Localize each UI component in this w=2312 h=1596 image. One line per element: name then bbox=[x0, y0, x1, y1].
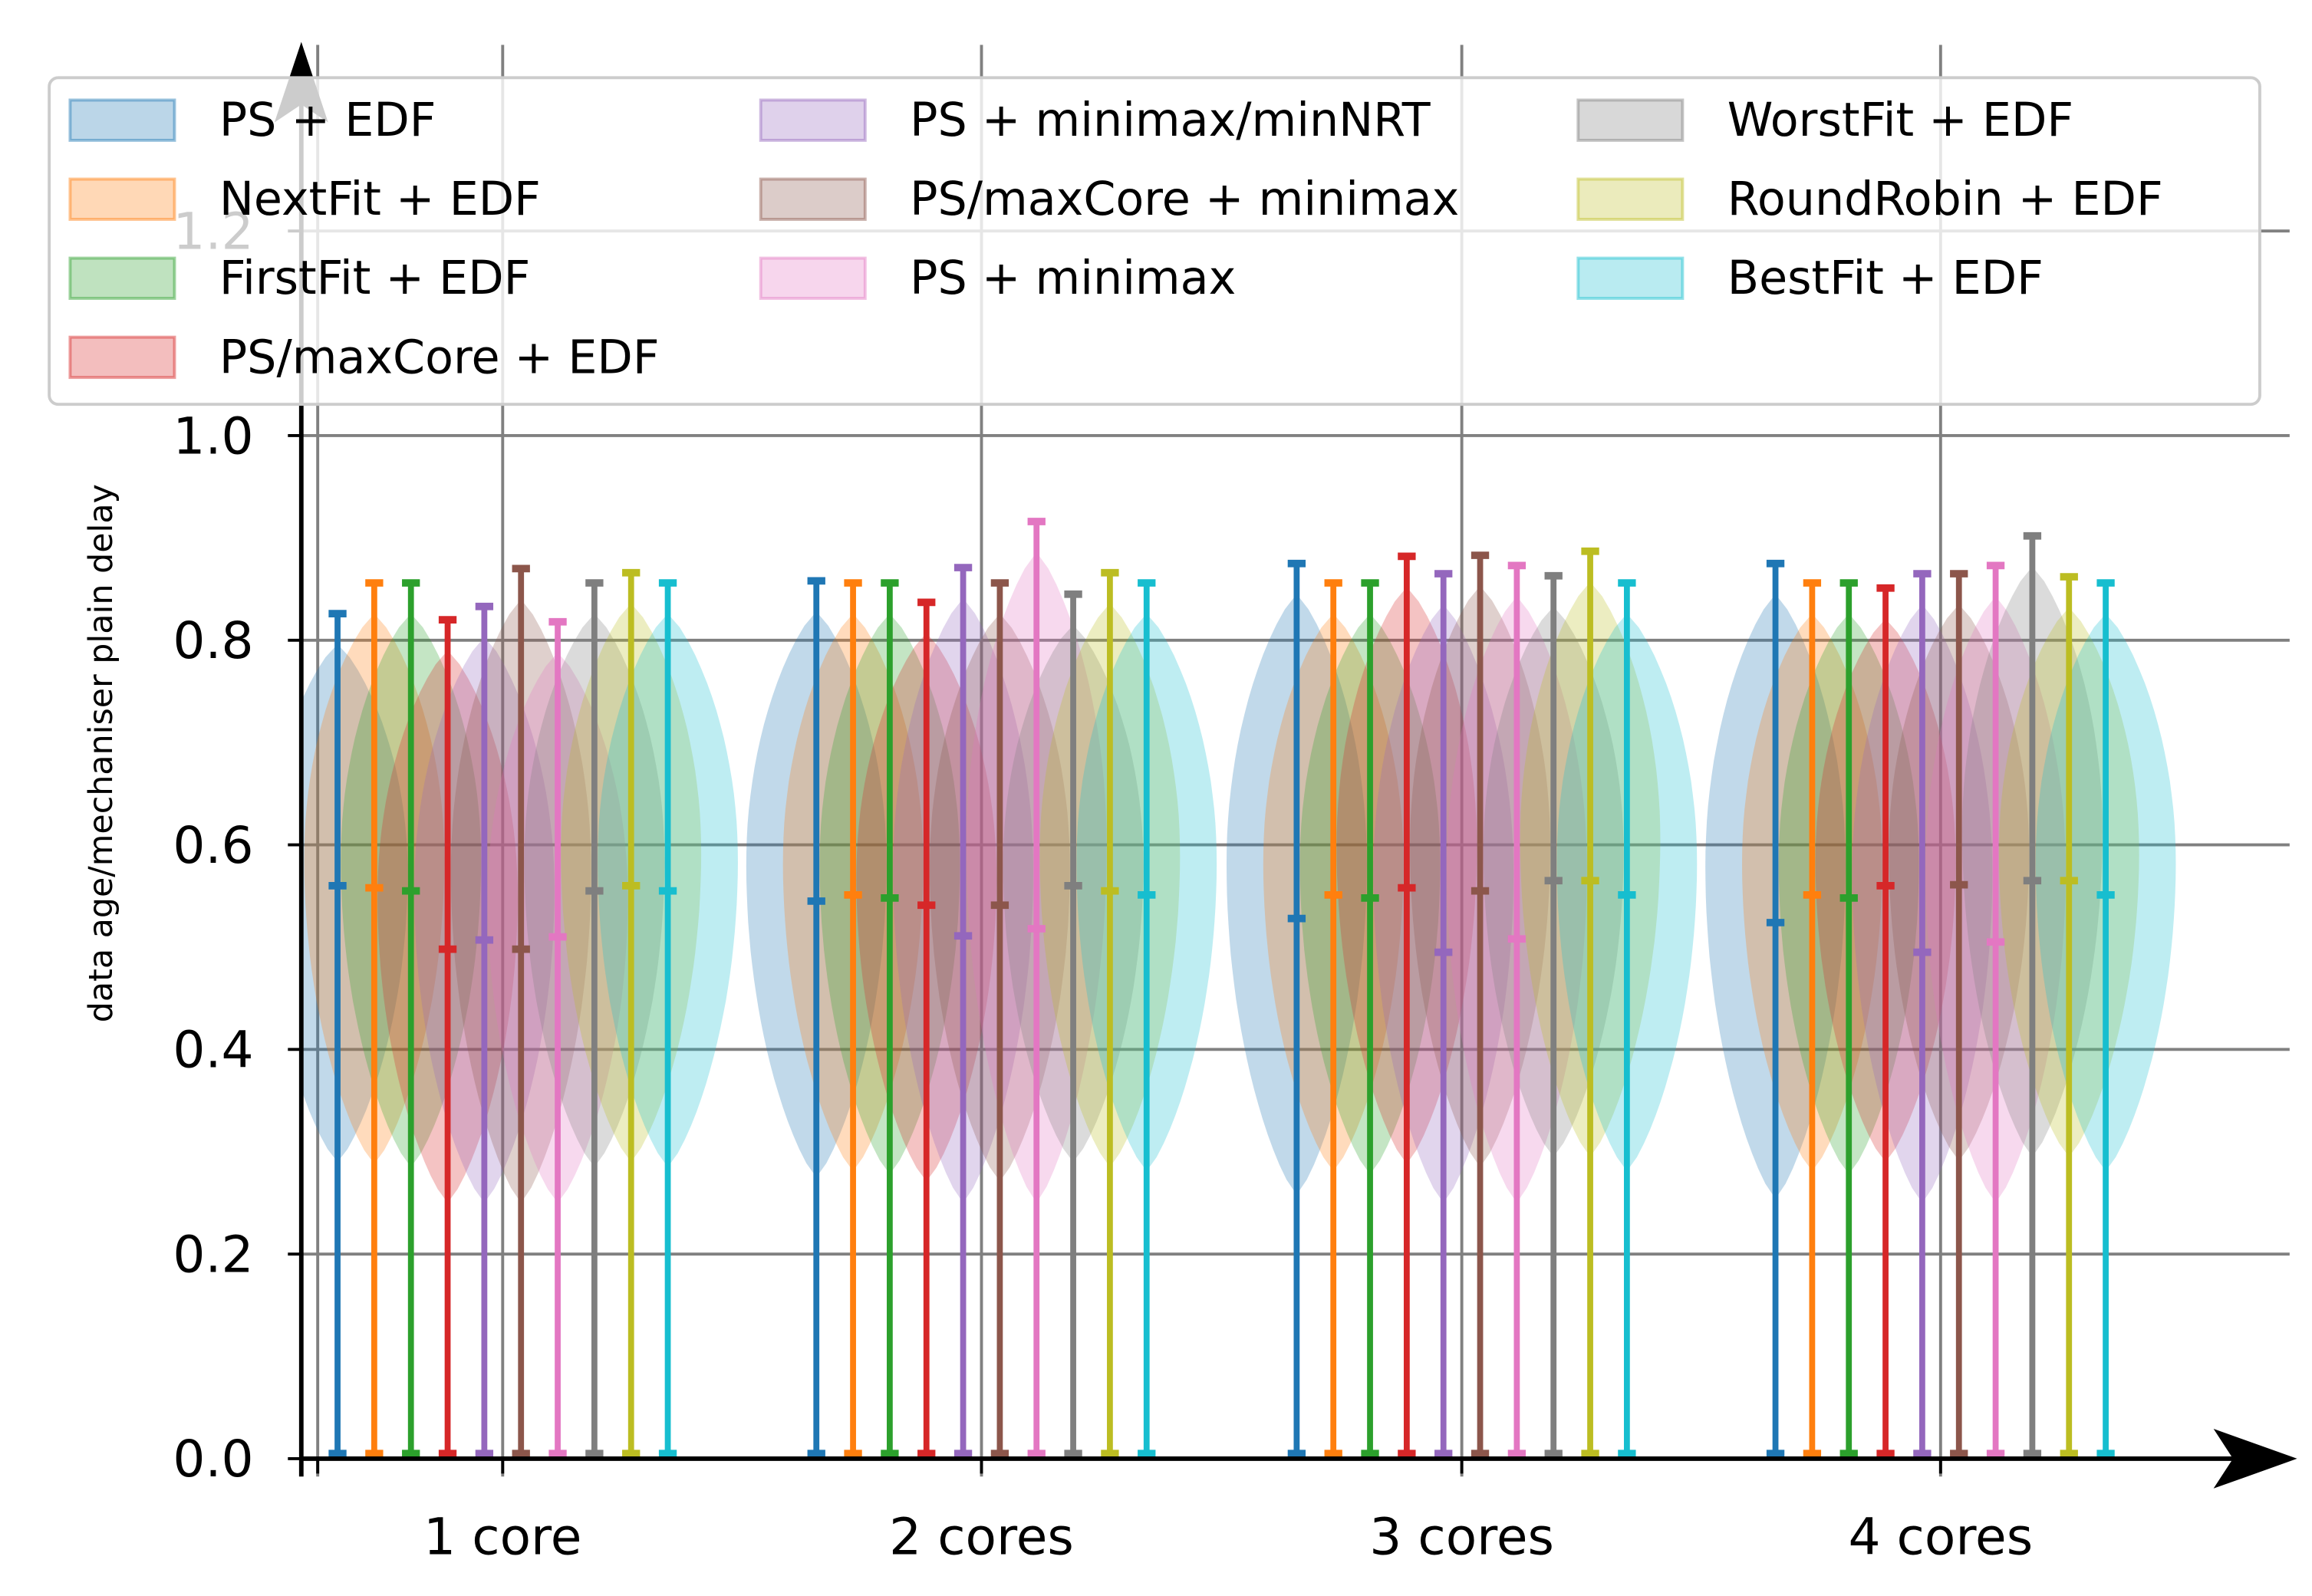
legend-frame bbox=[48, 76, 2261, 406]
legend-label: PS + minimax bbox=[910, 252, 1236, 305]
legend-label: FirstFit + EDF bbox=[219, 252, 530, 305]
legend-item: PS + minimax bbox=[759, 252, 1236, 305]
legend-item: BestFit + EDF bbox=[1576, 252, 2044, 305]
legend-item: NextFit + EDF bbox=[68, 173, 541, 226]
legend-swatch bbox=[759, 177, 867, 221]
legend-label: PS/maxCore + EDF bbox=[219, 331, 660, 384]
legend-swatch bbox=[68, 98, 176, 142]
legend-item: PS/maxCore + minimax bbox=[759, 173, 1459, 226]
legend-label: PS + minimax/minNRT bbox=[910, 94, 1431, 147]
y-axis-label: data age/mechaniser plain delay bbox=[82, 484, 120, 1022]
legend: PS + EDF NextFit + EDF FirstFit + EDF PS/ma… bbox=[48, 76, 2261, 406]
x-tick-label: 3 cores bbox=[1369, 1507, 1554, 1566]
legend-label: PS + EDF bbox=[219, 94, 436, 147]
y-tick-label: 0.8 bbox=[173, 611, 253, 670]
x-axis-arrowhead bbox=[2213, 1429, 2297, 1489]
legend-swatch bbox=[1576, 256, 1685, 301]
legend-item: WorstFit + EDF bbox=[1576, 94, 2073, 147]
violins bbox=[301, 552, 2176, 1203]
legend-label: NextFit + EDF bbox=[219, 173, 541, 226]
legend-swatch bbox=[1576, 177, 1685, 221]
legend-swatch bbox=[759, 98, 867, 142]
legend-item: PS + minimax/minNRT bbox=[759, 94, 1431, 147]
legend-label: WorstFit + EDF bbox=[1727, 94, 2073, 147]
legend-label: BestFit + EDF bbox=[1727, 252, 2044, 305]
legend-swatch bbox=[1576, 98, 1685, 142]
legend-swatch bbox=[759, 256, 867, 301]
legend-swatch bbox=[68, 177, 176, 221]
x-tick-label: 1 core bbox=[423, 1507, 581, 1566]
legend-item: FirstFit + EDF bbox=[68, 252, 530, 305]
legend-item: PS/maxCore + EDF bbox=[68, 331, 660, 384]
x-tick-label: 2 cores bbox=[889, 1507, 1074, 1566]
legend-item: PS + EDF bbox=[68, 94, 436, 147]
y-tick-label: 0.2 bbox=[173, 1225, 253, 1284]
violin-markers bbox=[328, 518, 2115, 1458]
y-tick-label: 0.6 bbox=[173, 816, 253, 875]
y-tick-label: 0.4 bbox=[173, 1021, 253, 1080]
legend-item: RoundRobin + EDF bbox=[1576, 173, 2163, 226]
violin-body bbox=[301, 644, 408, 1163]
legend-swatch bbox=[68, 335, 176, 380]
legend-swatch bbox=[68, 256, 176, 301]
legend-label: RoundRobin + EDF bbox=[1727, 173, 2163, 226]
legend-label: PS/maxCore + minimax bbox=[910, 173, 1459, 226]
x-tick-label: 4 cores bbox=[1848, 1507, 2033, 1566]
y-tick-label: 0.0 bbox=[173, 1430, 253, 1489]
y-tick-label: 1.0 bbox=[173, 406, 253, 466]
